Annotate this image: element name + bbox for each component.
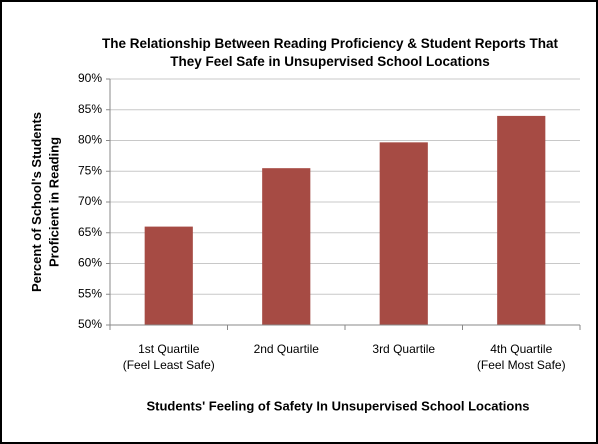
y-axis-title: Percent of School's Students Proficient i… — [29, 112, 62, 292]
y-tick-label: 90% — [78, 71, 102, 85]
y-tick-label: 75% — [78, 163, 102, 177]
y-tick-label: 80% — [78, 133, 102, 147]
bar — [262, 168, 311, 325]
bar — [379, 142, 428, 325]
chart-title: The Relationship Between Reading Profici… — [102, 36, 559, 69]
y-tick-label: 85% — [78, 102, 102, 116]
bar — [497, 115, 546, 326]
y-tick-label: 50% — [78, 317, 102, 331]
x-tick-label: 2nd Quartile — [254, 342, 320, 356]
y-tick-label: 65% — [78, 225, 102, 239]
y-tick-label: 60% — [78, 256, 102, 270]
x-axis-title: Students' Feeling of Safety In Unsupervi… — [146, 398, 529, 413]
y-tick-label: 70% — [78, 194, 102, 208]
bar — [144, 226, 193, 325]
x-tick-label: 4th Quartile (Feel Most Safe) — [477, 342, 566, 372]
y-tick-label: 55% — [78, 286, 102, 300]
x-tick-label: 3rd Quartile — [372, 342, 435, 356]
x-tick-label: 1st Quartile (Feel Least Safe) — [123, 342, 215, 372]
